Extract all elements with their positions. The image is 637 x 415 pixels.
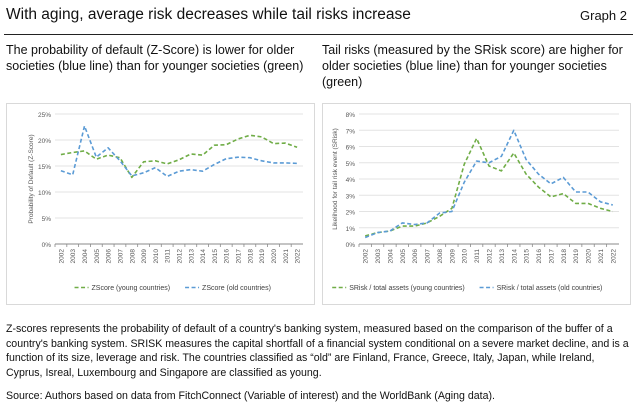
x-tick-label: 2008 (437, 249, 444, 264)
panel1-title: The probability of default (Z-Score) is … (6, 43, 304, 73)
x-tick-label: 2004 (387, 249, 394, 264)
x-tick-label: 2006 (106, 249, 113, 264)
x-tick-label: 2003 (375, 249, 382, 264)
x-tick-label: 2022 (610, 249, 617, 264)
x-tick-label: 2002 (58, 249, 65, 264)
srisk-chart-frame: 0% 1% 2% 3% 4% 5% 6% 7% 8% 2002 2003 2004 2005 2006 20… (322, 103, 631, 305)
x-tick-label: 2002 (363, 249, 370, 264)
x-tick-label: 2013 (499, 249, 506, 264)
x-tick-label: 2005 (400, 249, 407, 264)
x-tick-label: 2019 (573, 249, 580, 264)
x-tick-label: 2018 (561, 249, 568, 264)
source-note: Source: Authors based on data from Fitch… (6, 390, 495, 402)
series-line-old (60, 125, 298, 178)
y-axis-title: Likelihood for tail risk event (SRisk) (332, 128, 339, 230)
legend-label: SRisk / total assets (old countries) (497, 285, 603, 292)
x-tick-label: 2014 (511, 249, 518, 264)
y-tick-label: 3% (346, 193, 356, 200)
x-tick-label: 2016 (536, 249, 543, 264)
y-tick-label: 10% (38, 190, 51, 197)
x-tick-label: 2007 (425, 249, 432, 264)
series-line-old (364, 129, 613, 239)
y-tick-label: 5% (42, 216, 52, 223)
y-tick-label: 0% (346, 242, 356, 249)
x-tick-label: 2012 (487, 249, 494, 264)
title-divider (4, 34, 633, 35)
x-tick-label: 2016 (224, 249, 231, 264)
srisk-line-chart: 0% 1% 2% 3% 4% 5% 6% 7% 8% 2002 2003 2004 2005 2006 20… (332, 112, 619, 292)
y-tick-label: 15% (38, 164, 51, 171)
x-tick-label: 2008 (129, 249, 136, 264)
x-tick-label: 2022 (295, 249, 302, 264)
methodology-note: Z-scores represents the probability of d… (6, 323, 629, 379)
zscore-chart-frame: 0% 5% 10% 15% 20% 25% 2002 2003 2004 2005 2006 2007… (6, 103, 315, 305)
y-tick-label: 1% (346, 226, 356, 233)
x-tick-label: 2003 (70, 249, 77, 264)
x-tick-label: 2019 (259, 249, 266, 264)
y-axis-title: Probability of Default (Z-Score) (28, 134, 35, 223)
y-tick-label: 4% (346, 177, 356, 184)
y-tick-label: 0% (42, 242, 52, 249)
x-tick-label: 2009 (449, 249, 456, 264)
x-tick-label: 2010 (153, 249, 160, 264)
x-tick-label: 2006 (412, 249, 419, 264)
x-tick-label: 2018 (247, 249, 254, 264)
legend-label: ZScore (young countries) (92, 285, 171, 292)
x-tick-label: 2011 (474, 249, 481, 263)
legend-label: SRisk / total assets (young countries) (349, 285, 465, 292)
x-tick-label: 2011 (165, 249, 172, 263)
y-tick-label: 25% (38, 112, 51, 119)
x-tick-label: 2020 (271, 249, 278, 264)
legend-label: ZScore (old countries) (202, 285, 271, 292)
y-tick-label: 5% (346, 161, 356, 168)
y-tick-label: 20% (38, 138, 51, 145)
x-tick-label: 2012 (177, 249, 184, 264)
x-tick-label: 2021 (598, 249, 605, 264)
x-tick-label: 2015 (524, 249, 531, 264)
x-tick-label: 2017 (236, 249, 243, 264)
x-tick-label: 2005 (94, 249, 101, 264)
panel2-title: Tail risks (measured by the SRisk score)… (322, 43, 623, 89)
x-tick-label: 2021 (283, 249, 290, 264)
zscore-line-chart: 0% 5% 10% 15% 20% 25% 2002 2003 2004 2005 2006 2007… (28, 112, 303, 292)
x-tick-label: 2020 (586, 249, 593, 264)
x-tick-label: 2007 (117, 249, 124, 264)
series-line-young (60, 134, 298, 179)
x-tick-label: 2014 (200, 249, 207, 264)
y-tick-label: 7% (346, 128, 356, 135)
x-tick-label: 2009 (141, 249, 148, 264)
y-tick-label: 6% (346, 145, 356, 152)
graph-title: With aging, average risk decreases while… (6, 6, 411, 23)
x-tick-label: 2017 (548, 249, 555, 264)
x-tick-label: 2010 (462, 249, 469, 264)
graph-number-label: Graph 2 (580, 8, 627, 23)
y-tick-label: 8% (346, 112, 356, 119)
x-tick-label: 2015 (212, 249, 219, 264)
x-tick-label: 2004 (82, 249, 89, 264)
series-line-young (364, 137, 613, 237)
x-tick-label: 2013 (188, 249, 195, 264)
y-tick-label: 2% (346, 210, 356, 217)
